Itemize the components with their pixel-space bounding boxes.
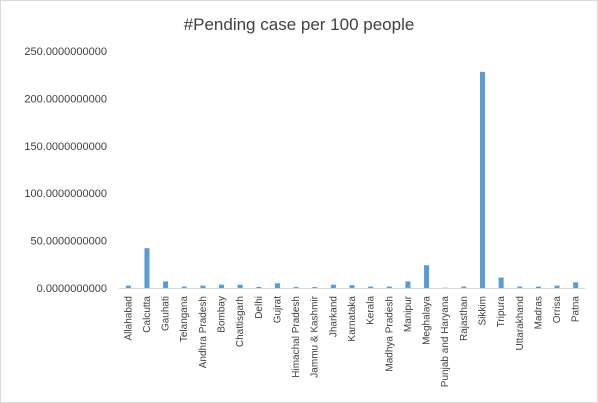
bar-jharkand — [330, 284, 336, 288]
x-tick-label: Gauhati — [161, 296, 172, 331]
x-tick-label: Karnataka — [347, 296, 358, 342]
bar-madhya-pradesh — [386, 286, 392, 288]
x-tick-label: Manipur — [403, 295, 414, 332]
x-tick-label: Madras — [533, 296, 544, 329]
y-tick-label: 150.0000000000 — [24, 141, 107, 153]
y-tick-label: 0.0000000000 — [37, 283, 107, 295]
x-tick-label: Telangana — [179, 296, 190, 343]
chart-title: #Pending case per 100 people — [184, 15, 415, 34]
bar-gujrat — [274, 283, 280, 288]
bar-gauhati — [163, 281, 169, 288]
bar-calcutta — [144, 248, 150, 288]
bar-rajasthan — [461, 286, 467, 288]
bar-allahabad — [125, 285, 131, 288]
bar-chattisgarh — [237, 284, 243, 288]
y-tick-label: 200.0000000000 — [24, 93, 107, 105]
x-tick-label: Rajasthan — [459, 296, 470, 341]
x-tick-label: Allahabad — [123, 296, 134, 340]
x-tick-label: Jharkand — [328, 296, 339, 337]
x-tick-label: Punjab and Haryana — [440, 296, 451, 388]
bar-jammu-kashmir — [312, 287, 318, 288]
x-tick-label: Calcutta — [142, 296, 153, 333]
x-tick-label: Jammu & Kashmir — [310, 295, 321, 377]
x-tick-label: Madhya Pradesh — [384, 296, 395, 372]
bars — [125, 71, 579, 288]
bar-patna — [573, 282, 579, 288]
bar-karnataka — [349, 285, 355, 288]
x-tick-label: Himachal Pradesh — [291, 296, 302, 378]
bar-madras — [535, 286, 541, 288]
x-axis-labels: Allahabad Calcutta Gauhati Telangana Andhra … — [123, 295, 581, 387]
bar-meghalaya — [424, 265, 430, 288]
y-tick-label: 250.0000000000 — [24, 46, 107, 58]
bar-manipur — [405, 281, 411, 288]
x-tick-label: Gujrat — [272, 296, 283, 323]
x-tick-label: Delhi — [254, 296, 265, 319]
x-tick-label: Meghalaya — [422, 296, 433, 345]
bar-tripura — [498, 277, 504, 288]
x-tick-label: Chattisgarh — [235, 296, 246, 347]
bar-sikkim — [479, 71, 485, 288]
bar-telangana — [181, 286, 187, 288]
x-tick-label: Kerala — [366, 296, 377, 325]
x-tick-label: Uttarakhand — [515, 296, 526, 350]
y-tick-label: 50.0000000000 — [31, 236, 107, 248]
bar-delhi — [256, 286, 262, 288]
x-tick-label: Orrisa — [552, 296, 563, 324]
bar-bombay — [219, 284, 225, 288]
y-tick-label: 100.0000000000 — [24, 188, 107, 200]
x-tick-label: Tripura — [496, 296, 507, 328]
x-tick-label: Sikkim — [477, 296, 488, 325]
bar-himachal-pradesh — [293, 287, 299, 288]
bar-andhra-pradesh — [200, 285, 206, 288]
bar-uttarakhand — [517, 286, 523, 288]
bar-orrisa — [554, 285, 560, 288]
x-tick-label: Bombay — [217, 296, 228, 333]
bar-kerala — [368, 286, 374, 288]
x-tick-label: Andhra Pradesh — [198, 296, 209, 368]
x-tick-label: Patna — [571, 296, 582, 323]
y-axis: 0.0000000000 50.0000000000 100.0000000000 1… — [24, 46, 107, 295]
